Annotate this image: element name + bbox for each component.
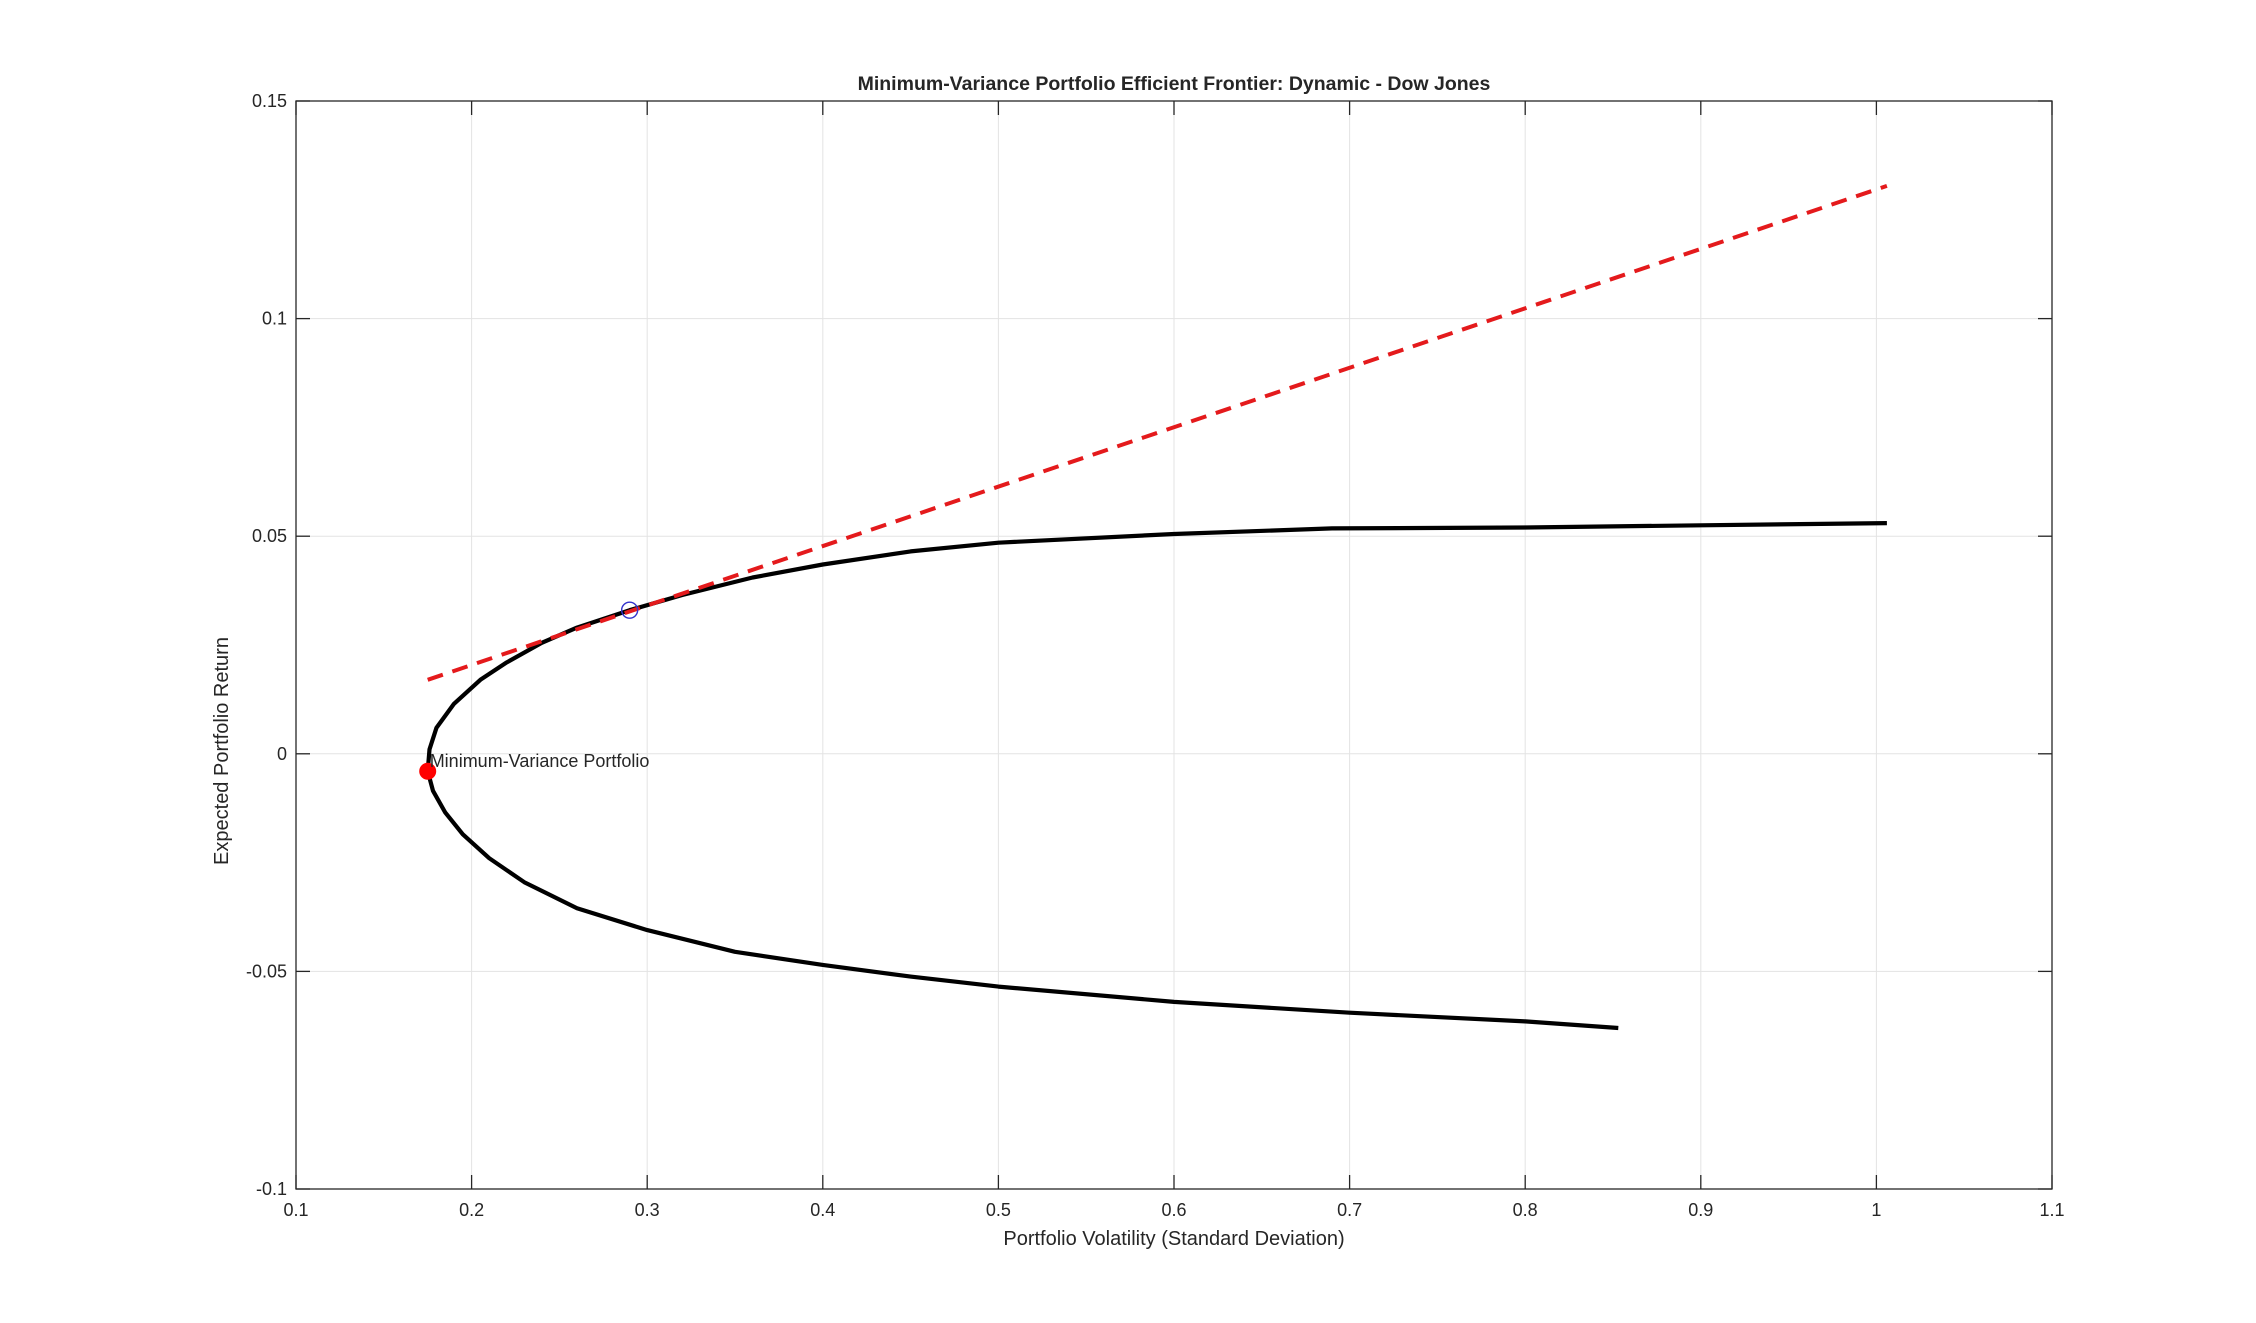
x-tick-label: 0.9 (1688, 1200, 1713, 1220)
x-tick-label: 1 (1871, 1200, 1881, 1220)
y-tick-label: 0 (277, 744, 287, 764)
x-tick-label: 0.6 (1161, 1200, 1186, 1220)
chart-title: Minimum-Variance Portfolio Efficient Fro… (858, 73, 1491, 95)
x-tick-label: 0.2 (459, 1200, 484, 1220)
x-axis-label: Portfolio Volatility (Standard Deviation… (1003, 1228, 1344, 1250)
y-tick-label: 0.15 (252, 91, 287, 111)
y-tick-label: 0.1 (262, 309, 287, 329)
series-group (425, 184, 1888, 1031)
axis-ticks: 0.1 0.2 0.3 0.4 0.5 0.6 0.7 0.8 0.9 1 1.1 -0.1 -0.05… (246, 91, 2065, 1220)
x-tick-label: 0.3 (635, 1200, 660, 1220)
x-tick-label: 0.1 (283, 1200, 308, 1220)
tangent-line (427, 184, 1888, 682)
x-tick-label: 1.1 (2039, 1200, 2064, 1220)
tangency-point (620, 601, 639, 619)
y-axis-label: Expected Portfolio Return (211, 637, 233, 865)
y-tick-label: 0.05 (252, 526, 287, 546)
efficient-frontier-line (425, 521, 1887, 1031)
x-tick-label: 0.8 (1513, 1200, 1538, 1220)
x-tick-label: 0.7 (1337, 1200, 1362, 1220)
x-tick-label: 0.5 (986, 1200, 1011, 1220)
markers-group: Minimum-Variance Portfolio (419, 601, 650, 780)
annotation-label: Minimum-Variance Portfolio (430, 751, 650, 771)
y-tick-label: -0.1 (256, 1179, 287, 1199)
x-tick-label: 0.4 (810, 1200, 835, 1220)
min-variance-point (419, 762, 437, 780)
y-tick-label: -0.05 (246, 961, 287, 981)
